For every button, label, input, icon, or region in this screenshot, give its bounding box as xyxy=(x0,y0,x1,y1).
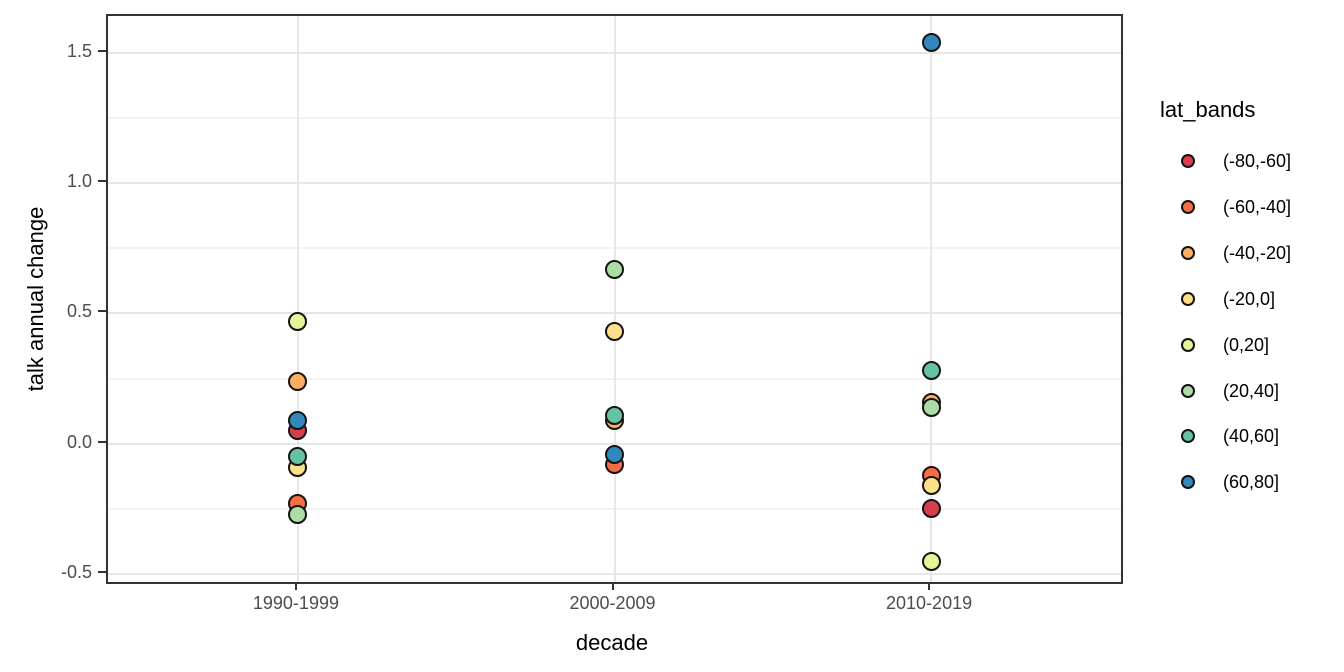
legend-key-circle xyxy=(1181,199,1195,214)
data-point xyxy=(288,410,308,430)
y-axis-tick xyxy=(98,571,106,574)
data-point xyxy=(921,361,941,381)
y-tick-label: -0.5 xyxy=(60,562,92,583)
x-axis-title: decade xyxy=(575,630,649,655)
legend-item-label: (-40,-20] xyxy=(1223,242,1292,263)
legend-key-circle xyxy=(1181,245,1195,260)
data-point xyxy=(605,259,624,279)
x-tick-label: 2000-2009 xyxy=(569,593,656,613)
legend-key-circle xyxy=(1181,429,1195,444)
plot-panel xyxy=(106,14,1123,584)
x-tick-label: 2010-2019 xyxy=(886,593,973,613)
legend-item-label: (20,40] xyxy=(1223,380,1280,401)
legend-item-label: (-60,-40] xyxy=(1223,196,1292,217)
x-axis-tick xyxy=(928,582,931,590)
y-axis-tick xyxy=(98,49,106,52)
data-point xyxy=(605,444,624,464)
column-gridline xyxy=(930,16,933,582)
legend-key-circle xyxy=(1181,291,1195,306)
data-point xyxy=(921,551,941,571)
legend-key-circle xyxy=(1181,154,1195,168)
legend-item-label: (60,80] xyxy=(1223,472,1280,493)
data-point xyxy=(921,475,941,495)
data-point xyxy=(921,499,941,519)
data-point xyxy=(288,371,308,391)
legend-item-label: (0,20] xyxy=(1223,334,1270,355)
legend-key-circle xyxy=(1181,383,1195,398)
data-point xyxy=(288,447,308,467)
data-point xyxy=(921,32,941,52)
data-point xyxy=(288,311,308,331)
y-axis-tick xyxy=(98,440,106,443)
y-axis-tick xyxy=(98,310,106,313)
x-tick-label: 1990-1999 xyxy=(252,593,339,613)
column-gridline xyxy=(613,16,616,582)
y-tick-label: 0.0 xyxy=(66,431,92,452)
legend-item-label: (40,60] xyxy=(1223,426,1280,447)
legend-key-circle xyxy=(1181,475,1195,490)
legend-item-label: (-20,0] xyxy=(1223,288,1276,309)
y-tick-label: 1.0 xyxy=(66,170,92,191)
data-point xyxy=(921,397,941,417)
data-point xyxy=(288,504,308,524)
y-tick-label: 0.5 xyxy=(66,301,92,322)
legend-item-label: (-80,-60] xyxy=(1223,151,1292,171)
column-gridline xyxy=(296,16,299,582)
x-axis-tick xyxy=(611,582,614,590)
data-point xyxy=(605,405,624,425)
y-tick-label: 1.5 xyxy=(66,40,92,61)
y-axis-tick xyxy=(98,179,106,182)
legend-key-circle xyxy=(1181,337,1195,352)
legend-title: lat_bands xyxy=(1160,97,1256,122)
data-point xyxy=(605,322,624,342)
y-axis-title: talk annual change xyxy=(23,206,48,392)
x-axis-tick xyxy=(294,582,297,590)
